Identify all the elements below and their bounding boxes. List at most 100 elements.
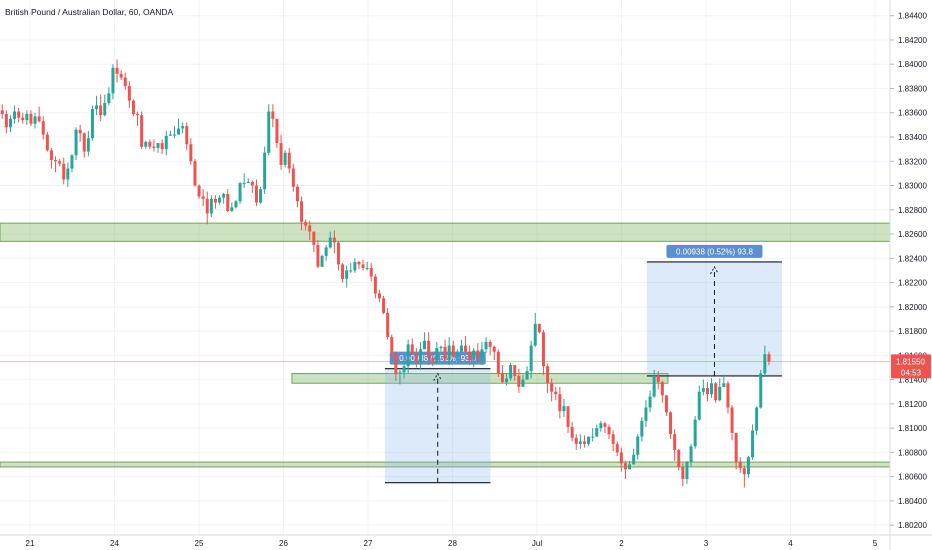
candle-body bbox=[324, 247, 328, 256]
candle bbox=[746, 456, 750, 478]
candle bbox=[357, 260, 361, 270]
candle-body bbox=[656, 375, 660, 383]
x-tick-label: 4 bbox=[788, 539, 793, 548]
candle bbox=[685, 460, 689, 484]
candle bbox=[578, 434, 582, 449]
candle-body bbox=[554, 391, 558, 395]
candle-body bbox=[164, 135, 168, 150]
candle bbox=[562, 399, 566, 418]
candle-body bbox=[13, 111, 17, 119]
candle-body bbox=[304, 221, 308, 226]
candle-body bbox=[660, 382, 664, 396]
candle-body bbox=[99, 105, 103, 116]
candle-body bbox=[336, 242, 340, 265]
middle-zone[interactable] bbox=[291, 373, 669, 384]
candle bbox=[718, 378, 722, 402]
candle-body bbox=[714, 383, 718, 401]
candle-body bbox=[386, 312, 390, 338]
candle-body bbox=[156, 143, 160, 148]
candle bbox=[591, 428, 595, 442]
candle bbox=[86, 130, 90, 157]
price-range-measure[interactable]: 0.00938 (0.52%) 93.8 bbox=[646, 244, 783, 377]
upper-resistance-zone[interactable] bbox=[0, 222, 891, 242]
candle bbox=[209, 195, 213, 218]
candle-body bbox=[263, 152, 267, 190]
y-tick-label: 1.82800 bbox=[898, 206, 927, 215]
candle bbox=[189, 138, 193, 165]
candle-body bbox=[632, 454, 636, 465]
candle-body bbox=[718, 386, 722, 401]
candle bbox=[328, 231, 332, 249]
candle-body bbox=[54, 160, 58, 162]
y-tick-label: 1.84000 bbox=[898, 60, 927, 69]
x-tick-label: 3 bbox=[704, 539, 709, 548]
candle bbox=[570, 422, 574, 442]
candle bbox=[615, 441, 619, 457]
x-tick-label: 2 bbox=[619, 539, 624, 548]
candle-body bbox=[205, 198, 209, 214]
candle bbox=[320, 254, 324, 267]
candle-body bbox=[254, 185, 258, 203]
candle bbox=[99, 94, 103, 122]
candle bbox=[287, 147, 291, 174]
candle-body bbox=[242, 183, 246, 185]
candle-body bbox=[181, 126, 185, 129]
candle bbox=[172, 126, 176, 139]
candle bbox=[554, 386, 558, 401]
candle bbox=[111, 64, 115, 100]
candle-body bbox=[4, 113, 8, 128]
candle bbox=[349, 263, 353, 273]
candle-body bbox=[107, 93, 111, 104]
candle bbox=[459, 339, 463, 352]
candle bbox=[689, 443, 693, 467]
candle-body bbox=[78, 129, 82, 134]
candle-body bbox=[90, 109, 94, 139]
candle-body bbox=[45, 134, 49, 151]
x-tick-label: 25 bbox=[195, 539, 204, 548]
candle-body bbox=[316, 244, 320, 267]
candle bbox=[201, 189, 205, 207]
candle-body bbox=[509, 365, 513, 379]
candle bbox=[697, 385, 701, 421]
candle-body bbox=[607, 426, 611, 435]
candle bbox=[484, 337, 488, 353]
candle-body bbox=[353, 261, 357, 271]
candle bbox=[341, 263, 345, 283]
y-tick-label: 1.83800 bbox=[898, 84, 927, 93]
candle bbox=[62, 157, 66, 185]
candle-body bbox=[131, 100, 135, 114]
candle-body bbox=[66, 168, 70, 180]
candle bbox=[582, 435, 586, 448]
candle-body bbox=[341, 264, 345, 279]
candle bbox=[140, 111, 144, 150]
candle bbox=[550, 378, 554, 402]
candle bbox=[271, 104, 275, 128]
candle bbox=[726, 380, 730, 414]
candle bbox=[652, 369, 656, 398]
candle bbox=[410, 338, 414, 355]
candle-body bbox=[406, 344, 410, 367]
candle-body bbox=[95, 105, 99, 110]
candle bbox=[496, 349, 500, 378]
y-tick-label: 1.80200 bbox=[898, 521, 927, 530]
price-range-measure[interactable]: 0.00938 (0.52%) 93.8 bbox=[384, 351, 491, 484]
candle-body bbox=[525, 371, 529, 380]
candle bbox=[427, 332, 431, 366]
candle bbox=[54, 156, 58, 173]
candle-body bbox=[705, 388, 709, 395]
candle bbox=[332, 230, 336, 254]
candle-body bbox=[517, 375, 521, 387]
candle bbox=[546, 363, 550, 393]
candle bbox=[369, 263, 373, 282]
candle-body bbox=[488, 341, 492, 347]
candle bbox=[681, 463, 685, 487]
bar-countdown: 04:53 bbox=[901, 368, 922, 377]
candle bbox=[398, 369, 402, 385]
candle-body bbox=[414, 354, 418, 362]
candle bbox=[722, 374, 726, 387]
current-price-value: 1.81550 bbox=[896, 357, 925, 366]
candle bbox=[90, 105, 94, 141]
